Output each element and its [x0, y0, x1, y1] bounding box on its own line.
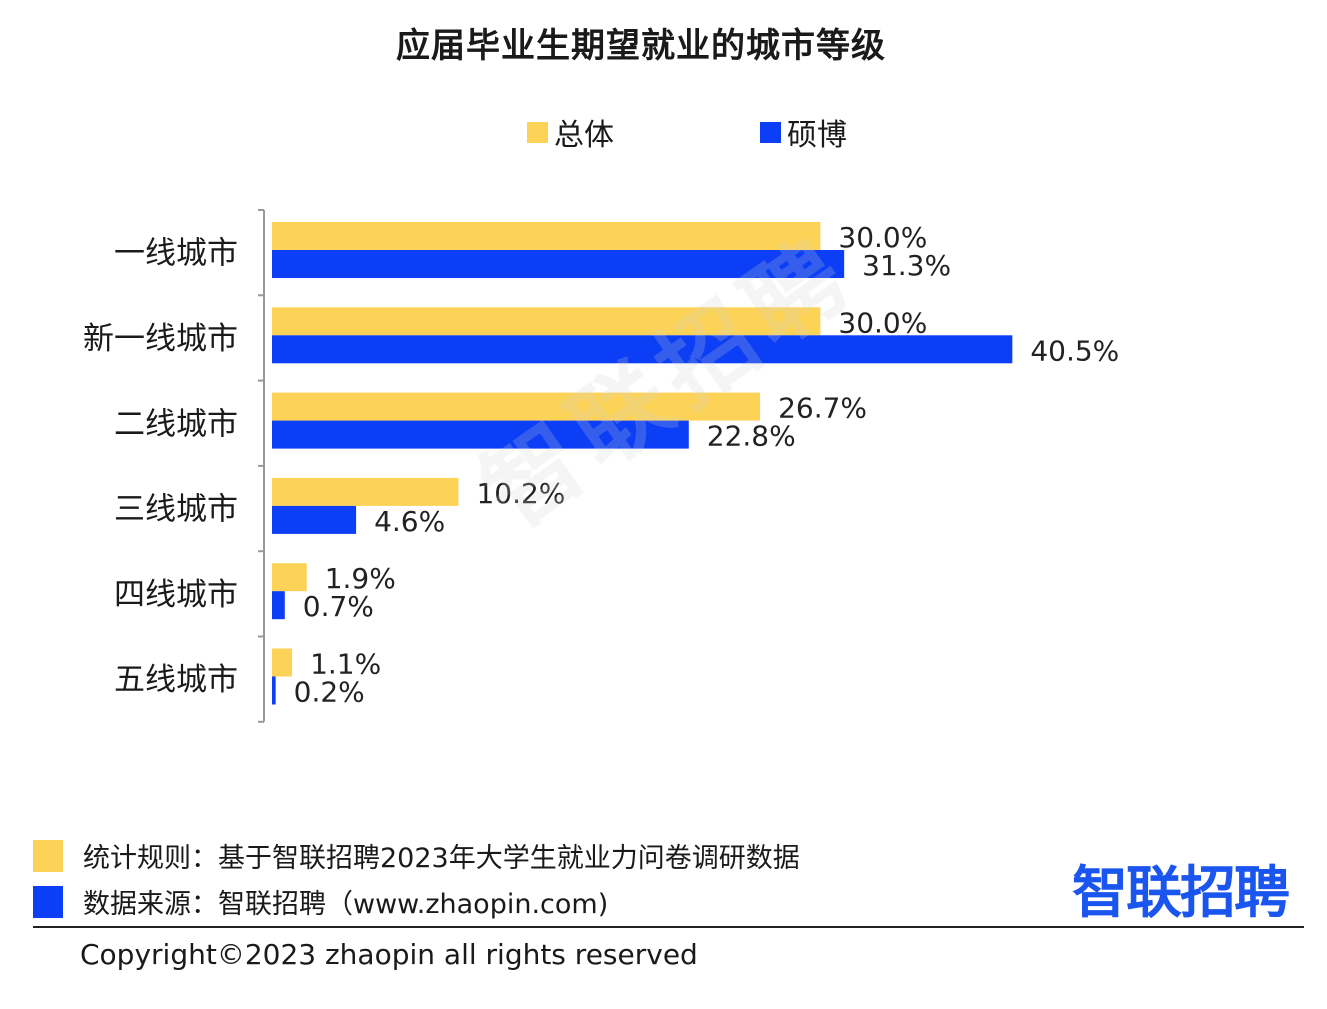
- category-label: 四线城市: [114, 577, 238, 613]
- bar-overall: [272, 648, 293, 677]
- rule-note-text: 统计规则：基于智联招聘2023年大学生就业力问卷调研数据: [83, 843, 800, 874]
- legend-swatch-masters-phd: [760, 121, 781, 143]
- category-label: 二线城市: [114, 406, 238, 442]
- footer-divider: [33, 926, 1304, 928]
- category-label: 新一线城市: [83, 321, 238, 357]
- data-label: 31.3%: [862, 249, 951, 282]
- data-label: 0.2%: [294, 676, 365, 709]
- category-label: 五线城市: [114, 662, 238, 698]
- data-label: 26.7%: [778, 392, 867, 425]
- bar-masters-phd: [272, 420, 689, 449]
- data-label: 30.0%: [838, 306, 927, 339]
- bar-masters-phd: [272, 250, 845, 278]
- footer-swatch-yellow: [33, 839, 63, 872]
- footer-rule-note: 统计规则：基于智联招聘2023年大学生就业力问卷调研数据: [33, 836, 800, 875]
- legend-label-masters-phd: 硕博: [787, 118, 847, 153]
- bar-masters-phd: [272, 335, 1013, 364]
- data-label: 30.0%: [838, 221, 927, 254]
- legend-item-overall: 总体: [527, 110, 614, 154]
- copyright: Copyright©2023 zhaopin all rights reserv…: [80, 938, 698, 971]
- bar-masters-phd: [272, 591, 285, 620]
- bar-chart: 一线城市 30.0%31.3%新一线城市 30.0%40.5%二线城市 26.7%22…: [83, 209, 1119, 723]
- bar-overall: [272, 222, 821, 250]
- data-label: 1.9%: [325, 562, 396, 595]
- bar-overall: [272, 477, 459, 506]
- source-note-text: 数据来源：智联招聘（www.zhaopin.com): [83, 889, 609, 920]
- bar-masters-phd: [272, 505, 357, 534]
- data-label: 22.8%: [707, 420, 796, 453]
- bar-overall: [272, 307, 821, 336]
- legend-swatch-overall: [527, 121, 548, 143]
- bar-overall: [272, 563, 307, 592]
- footer-swatch-blue: [33, 885, 63, 918]
- data-label: 1.1%: [310, 648, 381, 681]
- category-label: 一线城市: [114, 236, 238, 272]
- category-label: 三线城市: [114, 492, 238, 528]
- data-label: 4.6%: [374, 505, 445, 538]
- data-label: 0.7%: [303, 590, 374, 623]
- bar-overall: [272, 392, 761, 421]
- footer-source-note: 数据来源：智联招聘（www.zhaopin.com): [33, 882, 608, 921]
- brand-logo: 智联招聘: [1072, 861, 1290, 926]
- legend-label-overall: 总体: [554, 118, 614, 153]
- data-label: 40.5%: [1030, 334, 1119, 367]
- bar-masters-phd: [272, 676, 276, 705]
- data-label: 10.2%: [476, 477, 565, 510]
- legend-item-masters-phd: 硕博: [760, 110, 847, 154]
- chart-title: 应届毕业生期望就业的城市等级: [396, 26, 886, 66]
